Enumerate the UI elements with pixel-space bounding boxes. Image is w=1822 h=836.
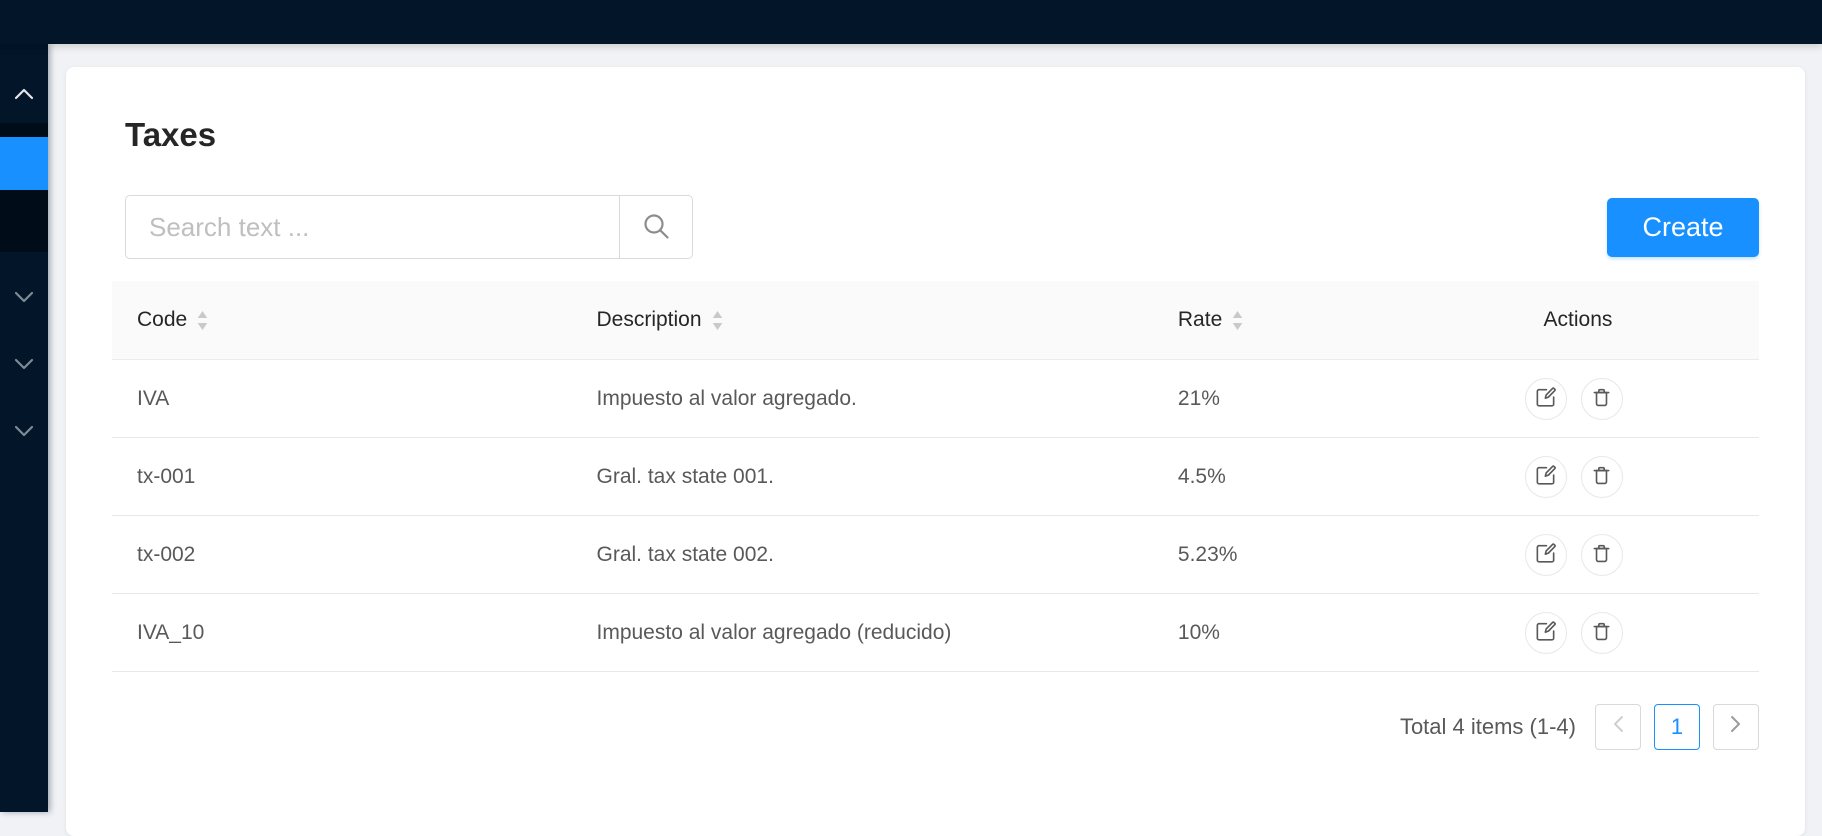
chevron-down-icon <box>14 357 34 375</box>
edit-button[interactable] <box>1524 455 1567 498</box>
pagination-prev-button[interactable] <box>1595 704 1641 750</box>
table-row: tx-001 Gral. tax state 001. 4.5% <box>112 438 1759 516</box>
search-icon <box>641 211 671 244</box>
delete-button[interactable] <box>1580 611 1623 654</box>
cell-code: IVA_10 <box>137 620 205 644</box>
search-input[interactable] <box>126 196 619 258</box>
content-card: Taxes Create <box>66 67 1805 836</box>
cell-code: IVA <box>137 386 170 410</box>
chevron-right-icon <box>1729 714 1743 740</box>
cell-rate: 5.23% <box>1177 542 1238 566</box>
sidebar-submenu-expanded[interactable] <box>0 69 48 122</box>
sidebar-submenu-collapsed-2[interactable] <box>0 339 48 392</box>
main-content-area: Taxes Create <box>48 44 1822 836</box>
sidebar-submenu-collapsed-1[interactable] <box>0 272 48 325</box>
delete-button[interactable] <box>1580 533 1623 576</box>
cell-rate: 4.5% <box>1177 464 1226 488</box>
trash-icon <box>1590 620 1613 646</box>
sort-icon <box>1232 310 1243 330</box>
edit-icon <box>1534 542 1557 568</box>
table-row: IVA_10 Impuesto al valor agregado (reduc… <box>112 594 1759 672</box>
top-navigation-bar <box>0 0 1822 44</box>
edit-icon <box>1534 620 1557 646</box>
edit-button[interactable] <box>1524 377 1567 420</box>
edit-icon <box>1534 386 1557 412</box>
edit-button[interactable] <box>1524 611 1567 654</box>
cell-actions <box>1519 455 1759 498</box>
pagination-page-1-button[interactable]: 1 <box>1654 704 1700 750</box>
table-header-row: Code Description <box>112 281 1759 360</box>
cell-code: tx-001 <box>137 464 196 488</box>
trash-icon <box>1590 464 1613 490</box>
cell-description: Gral. tax state 001. <box>596 464 774 488</box>
table-row: tx-002 Gral. tax state 002. 5.23% <box>112 516 1759 594</box>
pagination: Total 4 items (1-4) 1 <box>112 704 1759 750</box>
cell-rate: 21% <box>1177 386 1220 410</box>
toolbar: Create <box>125 195 1759 259</box>
cell-description: Gral. tax state 002. <box>596 542 774 566</box>
cell-description: Impuesto al valor agregado (reducido) <box>596 620 952 644</box>
column-header-description[interactable]: Description <box>572 308 1153 332</box>
chevron-left-icon <box>1611 714 1625 740</box>
pagination-next-button[interactable] <box>1713 704 1759 750</box>
sort-icon <box>197 310 208 330</box>
column-header-code[interactable]: Code <box>112 308 572 332</box>
edit-button[interactable] <box>1524 533 1567 576</box>
cell-actions <box>1519 611 1759 654</box>
table-row: IVA Impuesto al valor agregado. 21% <box>112 360 1759 438</box>
sidebar-item-selected[interactable] <box>0 137 48 190</box>
cell-description: Impuesto al valor agregado. <box>596 386 857 410</box>
chevron-down-icon <box>14 290 34 308</box>
sort-icon <box>712 310 723 330</box>
chevron-up-icon <box>14 87 34 105</box>
cell-actions <box>1519 377 1759 420</box>
edit-icon <box>1534 464 1557 490</box>
column-header-rate[interactable]: Rate <box>1153 308 1519 332</box>
taxes-table: Code Description <box>112 281 1759 672</box>
sidebar-submenu-collapsed-3[interactable] <box>0 406 48 459</box>
search-button[interactable] <box>619 196 692 258</box>
create-button[interactable]: Create <box>1607 197 1759 257</box>
cell-code: tx-002 <box>137 542 196 566</box>
cell-rate: 10% <box>1177 620 1220 644</box>
column-header-actions: Actions <box>1543 308 1613 331</box>
sidebar-item[interactable] <box>0 190 48 252</box>
sidebar <box>0 44 48 812</box>
delete-button[interactable] <box>1580 455 1623 498</box>
page-title: Taxes <box>125 116 217 153</box>
trash-icon <box>1590 386 1613 412</box>
trash-icon <box>1590 542 1613 568</box>
pagination-total: Total 4 items (1-4) <box>1399 714 1576 739</box>
chevron-down-icon <box>14 424 34 442</box>
search-group <box>125 195 693 259</box>
delete-button[interactable] <box>1580 377 1623 420</box>
cell-actions <box>1519 533 1759 576</box>
